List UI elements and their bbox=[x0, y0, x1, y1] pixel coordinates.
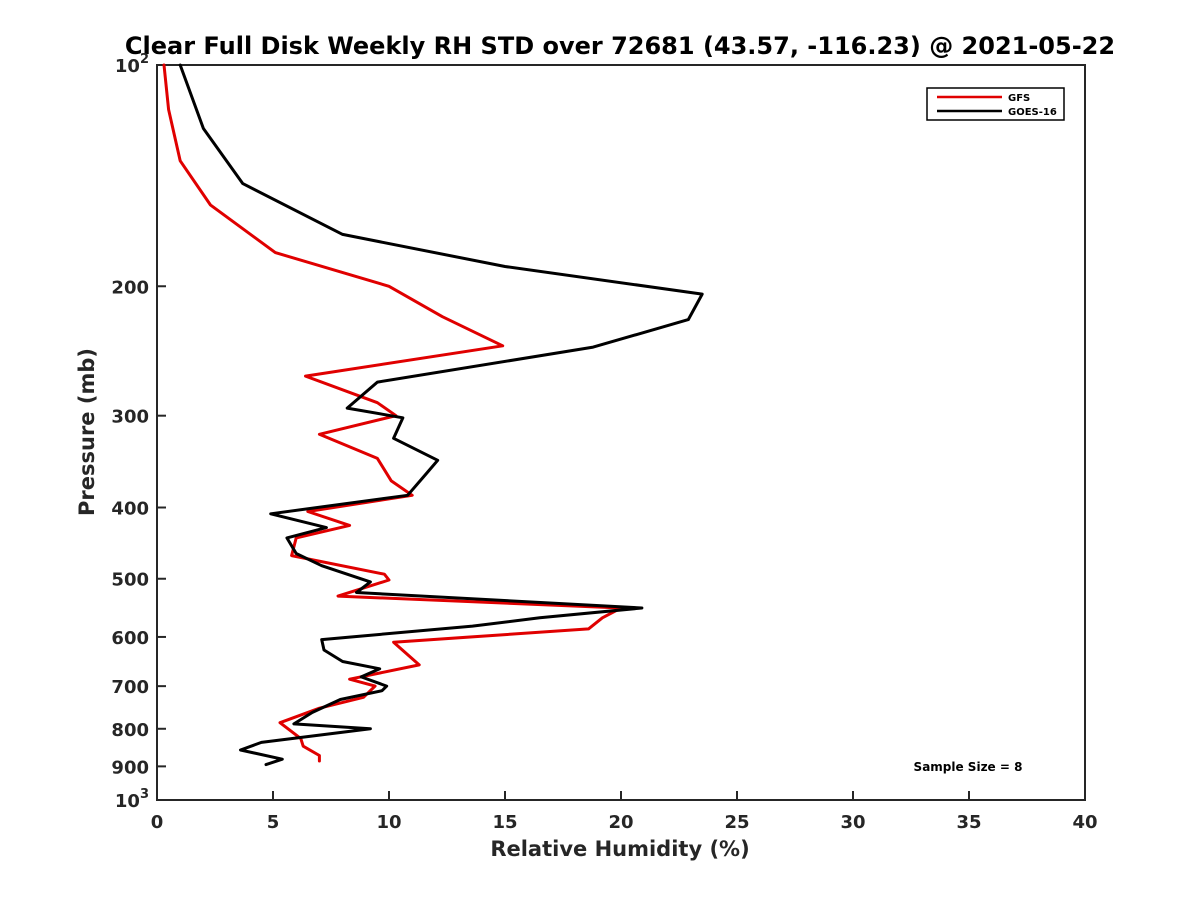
legend-label: GFS bbox=[1008, 93, 1030, 104]
x-tick-label: 5 bbox=[267, 812, 280, 833]
x-tick-label: 35 bbox=[956, 812, 981, 833]
y-tick-label: 900 bbox=[111, 757, 149, 778]
y-tick-label: 200 bbox=[111, 277, 149, 298]
x-axis: 0 5 10 15 20 25 30 35 40 bbox=[151, 791, 1098, 833]
legend-box bbox=[926, 87, 1065, 121]
y-tick-base: 10 bbox=[115, 56, 140, 77]
x-tick-label: 15 bbox=[492, 812, 517, 833]
x-tick-label: 25 bbox=[724, 812, 749, 833]
y-tick-label: 400 bbox=[111, 499, 149, 520]
y-tick-label: 800 bbox=[111, 720, 149, 741]
legend: GFS GOES-16 bbox=[926, 87, 1065, 121]
series-line-goes-16 bbox=[178, 63, 704, 767]
x-tick-label: 10 bbox=[376, 812, 401, 833]
y-tick-base: 10 bbox=[115, 791, 140, 812]
x-tick-label: 40 bbox=[1072, 812, 1097, 833]
y-tick-label: 500 bbox=[111, 570, 149, 591]
y-tick-label: 103 bbox=[115, 787, 149, 812]
y-axis-label: Pressure (mb) bbox=[75, 348, 99, 516]
x-tick-label: 30 bbox=[840, 812, 865, 833]
y-tick-label: 300 bbox=[111, 407, 149, 428]
series-layer bbox=[162, 63, 704, 767]
y-tick-label: 700 bbox=[111, 677, 149, 698]
x-tick-label: 0 bbox=[151, 812, 164, 833]
y-tick-label: 102 bbox=[115, 52, 149, 77]
plot-area bbox=[156, 64, 1086, 801]
y-tick-label: 600 bbox=[111, 628, 149, 649]
y-tick-exponent: 2 bbox=[140, 52, 149, 67]
chart-title: Clear Full Disk Weekly RH STD over 72681… bbox=[125, 32, 1115, 60]
sample-size-annotation: Sample Size = 8 bbox=[914, 760, 1023, 774]
x-tick-label: 20 bbox=[608, 812, 633, 833]
y-tick-exponent: 3 bbox=[140, 787, 149, 802]
x-axis-label: Relative Humidity (%) bbox=[490, 837, 749, 861]
legend-label: GOES-16 bbox=[1008, 107, 1057, 118]
